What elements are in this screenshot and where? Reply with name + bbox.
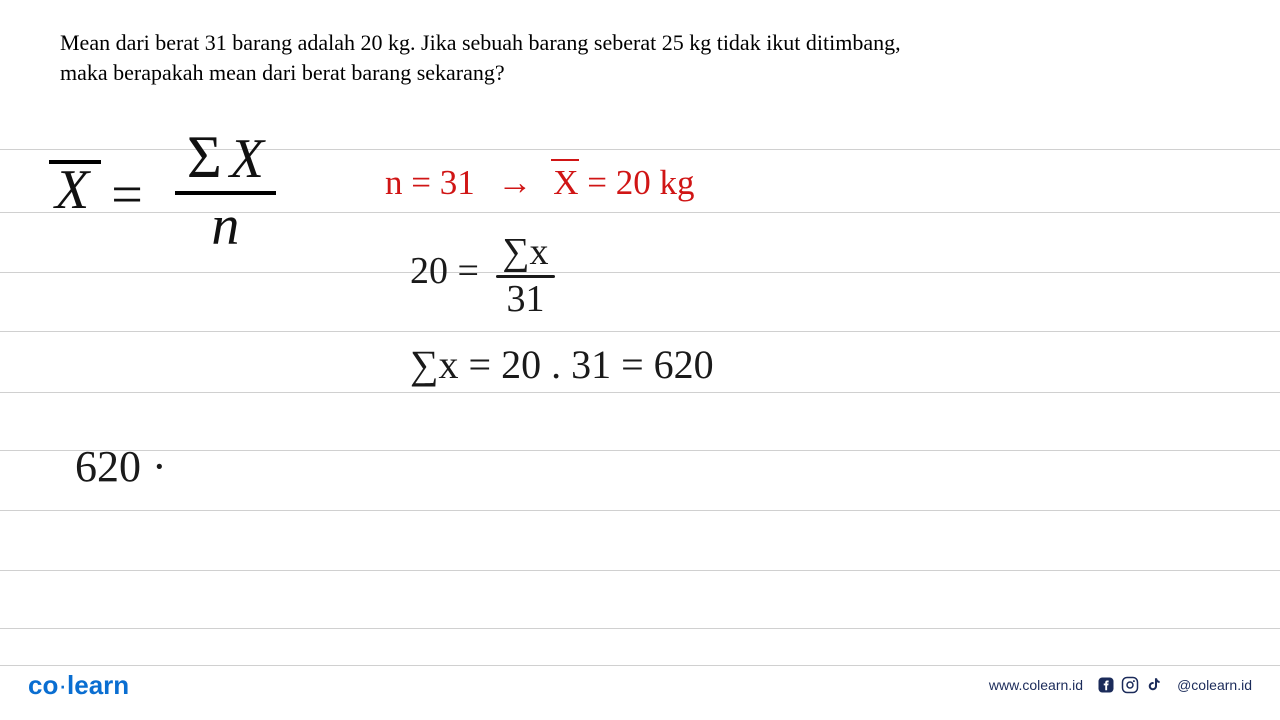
rule-line (0, 392, 1280, 393)
instagram-icon (1121, 676, 1139, 694)
rule-line (0, 510, 1280, 511)
numerator-var: X (222, 128, 264, 190)
rule-line (0, 331, 1280, 332)
question-text: Mean dari berat 31 barang adalah 20 kg. … (60, 28, 1240, 87)
lhs-20: 20 = (410, 250, 479, 292)
handwriting-line-3: ∑x = 20 . 31 = 620 (410, 345, 714, 385)
n-equals: n = 31 (385, 163, 475, 202)
fraction-numerator: ΣX (175, 126, 276, 189)
rule-line (0, 450, 1280, 451)
handwriting-line-2: 20 = ∑x 31 (410, 230, 555, 319)
handwriting-line-1: n = 31 → X = 20 kg (385, 165, 695, 200)
footer-right: www.colearn.id @colearn.id (989, 676, 1252, 694)
partial-620: 620 · (75, 442, 167, 491)
fraction-handwritten: ∑x 31 (496, 232, 554, 321)
hw-denominator: 31 (496, 279, 554, 321)
brand-logo: co·learn (28, 670, 129, 701)
rule-line (0, 272, 1280, 273)
page-content: Mean dari berat 31 barang adalah 20 kg. … (0, 0, 1280, 720)
footer-url: www.colearn.id (989, 677, 1083, 693)
question-line-2: maka berapakah mean dari berat barang se… (60, 60, 505, 85)
fraction-denominator: n (175, 197, 276, 256)
handwriting-line-4: 620 · (75, 445, 167, 489)
rule-line (0, 628, 1280, 629)
equals-sign: = (103, 164, 151, 226)
brand-right: learn (67, 670, 129, 700)
brand-dot: · (58, 670, 67, 700)
sigma-symbol: Σ (187, 124, 222, 190)
social-icons (1097, 676, 1163, 694)
footer-handle: @colearn.id (1177, 677, 1252, 693)
arrow-icon: → (498, 165, 531, 200)
tiktok-icon (1145, 676, 1163, 694)
footer: co·learn www.colearn.id @colearn.id (0, 665, 1280, 705)
xbar-handwritten: X (553, 165, 578, 200)
question-line-1: Mean dari berat 31 barang adalah 20 kg. … (60, 30, 901, 55)
xbar-value: = 20 kg (579, 163, 695, 202)
rule-line (0, 570, 1280, 571)
facebook-icon (1097, 676, 1115, 694)
brand-left: co (28, 670, 58, 700)
mean-formula: X = ΣX n (55, 130, 276, 260)
xbar-symbol: X (55, 152, 89, 222)
hw-numerator: ∑x (496, 232, 554, 274)
sum-x-calc: ∑x = 20 . 31 = 620 (410, 342, 714, 387)
fraction: ΣX n (175, 126, 276, 256)
